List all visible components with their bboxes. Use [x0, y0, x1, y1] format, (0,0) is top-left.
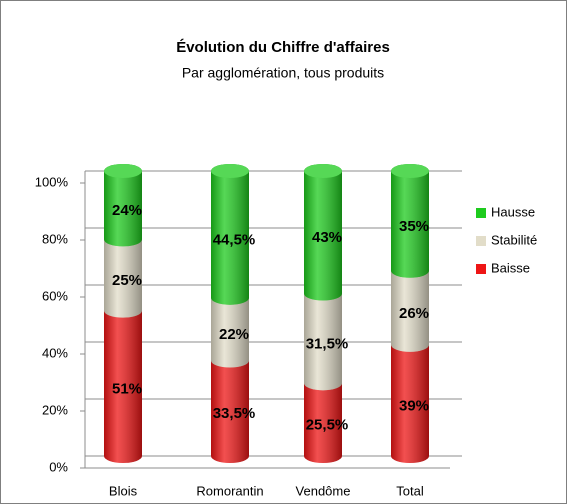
x-tick-label: Blois: [109, 483, 138, 498]
legend-label: Baisse: [491, 260, 530, 275]
value-label: 43%: [312, 229, 342, 246]
bar-shade: [104, 232, 142, 318]
bar-shade: [304, 376, 342, 463]
bar-shade: [304, 286, 342, 391]
x-tick-label: Total: [396, 483, 424, 498]
value-label: 22%: [219, 326, 249, 343]
legend-swatch: [476, 208, 486, 218]
bar-shade: [304, 164, 342, 301]
value-label: 25%: [112, 272, 142, 289]
y-tick-label: 0%: [49, 459, 68, 474]
legend-swatch: [476, 264, 486, 274]
x-tick-label: Vendôme: [296, 483, 351, 498]
bar-shade: [104, 303, 142, 463]
value-label: 33,5%: [213, 405, 256, 422]
bar-shade: [391, 164, 429, 278]
chart-title: Évolution du Chiffre d'affaires: [176, 39, 390, 56]
bar-cap-light: [304, 164, 342, 178]
y-tick-label: 100%: [35, 174, 69, 189]
y-tick-label: 20%: [42, 402, 68, 417]
bar-shade: [391, 337, 429, 463]
value-label: 51%: [112, 380, 142, 397]
bar-cap-light: [104, 164, 142, 178]
value-label: 44,5%: [213, 231, 256, 248]
x-tick-label: Romorantin: [196, 483, 263, 498]
bar-cap: [304, 164, 342, 178]
value-label: 24%: [112, 202, 142, 219]
legend-label: Hausse: [491, 204, 535, 219]
legend-label: Stabilité: [491, 232, 537, 247]
y-tick-label: 40%: [42, 345, 68, 360]
value-label: 35%: [399, 218, 429, 235]
bar-shade: [211, 290, 250, 368]
bar-cap: [211, 164, 249, 178]
bar-cap-light: [391, 164, 429, 178]
legend-swatch: [476, 236, 486, 246]
bar-shade: [391, 263, 429, 352]
value-label: 25,5%: [306, 417, 349, 434]
bar-cap: [391, 164, 429, 178]
value-label: 39%: [399, 397, 429, 414]
y-tick-label: 60%: [42, 288, 68, 303]
bar-shade: [211, 353, 250, 463]
bar-cap: [104, 164, 142, 178]
chart-subtitle: Par agglomération, tous produits: [182, 65, 384, 81]
bar-shade: [211, 164, 249, 305]
y-tick-label: 80%: [42, 231, 68, 246]
value-label: 31,5%: [306, 335, 349, 352]
bar-shade: [104, 164, 142, 247]
bar-cap-light: [211, 164, 249, 178]
value-label: 26%: [399, 305, 429, 322]
